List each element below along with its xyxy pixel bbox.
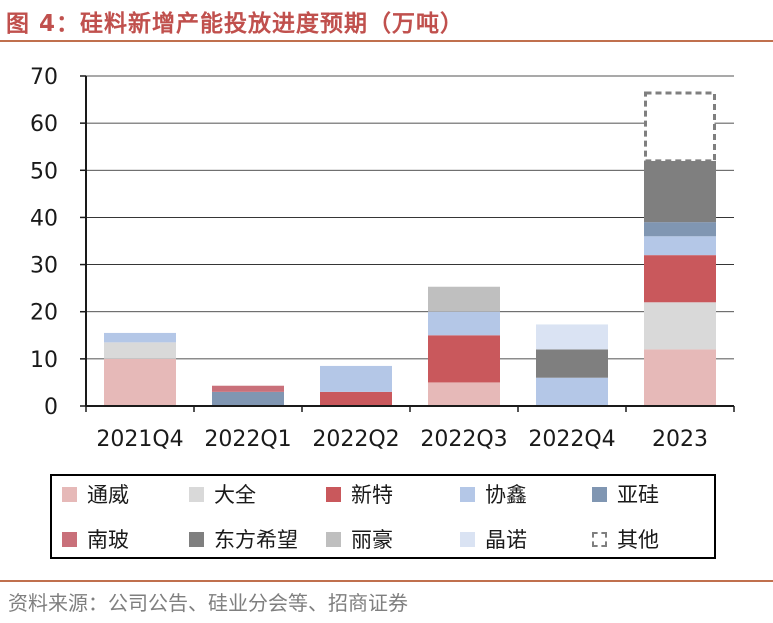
y-tick-label: 0 [44,395,58,420]
legend-swatch [326,531,341,547]
legend-label: 东方希望 [214,528,298,552]
bar-segment-协鑫-2023 [644,236,716,256]
legend-swatch [592,531,607,547]
legend-swatch [189,531,204,547]
bar-segment-亚硅-2023 [644,222,716,237]
grid-layer [86,75,734,360]
legend-label: 晶诺 [485,528,527,552]
axis-layer: 0 10 20 30 40 50 60 70 2021Q4 2022Q1 2022Q2 2022Q3 2… [30,65,735,452]
y-tick-label: 40 [30,206,58,231]
source-divider [0,580,773,582]
figure-title: 图 4：硅料新增产能投放进度预期（万吨） [6,11,465,37]
y-tick-label: 60 [30,112,58,137]
legend-label: 亚硅 [617,483,659,507]
x-tick-label: 2022Q3 [420,427,507,452]
bar-segment-协鑫-2022Q3 [428,311,500,336]
source-note: 资料来源：公司公告、硅业分会等、招商证券 [8,591,408,615]
legend-item-协鑫: 协鑫 [460,480,527,508]
bar-segment-协鑫-2022Q2 [320,365,392,392]
chart-legend: 通威 大全 新特 协鑫 亚硅南玻 东方希望 丽豪 晶诺 其他 [50,474,716,559]
legend-item-大全: 大全 [189,480,256,508]
y-tick-label: 70 [30,65,58,90]
bar-segment-新特-2022Q2 [320,391,392,406]
bar-segment-新特-2022Q3 [428,335,500,383]
bar-segment-亚硅-2022Q1 [212,391,284,406]
y-tick-label: 10 [30,348,58,373]
x-tick-label: 2022Q4 [528,427,615,452]
bar-segment-通威-2023 [644,349,716,406]
legend-swatch [592,486,607,502]
legend-swatch [62,486,77,502]
legend-item-丽豪: 丽豪 [326,525,393,553]
bar-segment-协鑫-2022Q4 [536,377,608,406]
bar-segment-通威-2021Q4 [104,358,176,406]
bar-segment-通威-2022Q3 [428,382,500,406]
x-tick-label: 2022Q1 [204,427,291,452]
x-tick-label: 2023 [652,427,708,452]
legend-swatch [189,486,204,502]
bar-segment-协鑫-2021Q4 [104,332,176,343]
legend-swatch [460,531,475,547]
y-tick-label: 20 [30,301,58,326]
bar-segment-东方希望-2022Q4 [536,349,608,378]
bar-segment-大全-2023 [644,302,716,350]
bar-segment-新特-2023 [644,255,716,303]
bar-segment-大全-2021Q4 [104,342,176,359]
legend-label: 南玻 [87,528,129,552]
legend-item-其他: 其他 [592,525,659,553]
x-tick-label: 2021Q4 [96,427,183,452]
legend-item-晶诺: 晶诺 [460,525,527,553]
bars-layer [104,91,716,406]
y-tick-label: 30 [30,254,58,279]
bar-segment-南玻-2022Q1 [212,385,284,392]
y-tick-label: 50 [30,159,58,184]
legend-label: 协鑫 [485,483,527,507]
title-divider [0,40,773,42]
legend-label: 丽豪 [351,528,393,552]
legend-label: 其他 [617,528,659,552]
legend-item-东方希望: 东方希望 [189,525,298,553]
legend-item-南玻: 南玻 [62,525,129,553]
bar-segment-其他-2023 [644,91,716,163]
stacked-bar-chart: 0 10 20 30 40 50 60 70 2021Q4 2022Q1 2022Q2 2022Q3 2… [30,65,735,452]
x-tick-label: 2022Q2 [312,427,399,452]
legend-item-亚硅: 亚硅 [592,480,659,508]
bar-segment-丽豪-2022Q3 [428,286,500,312]
legend-label: 新特 [351,483,393,507]
legend-swatch [62,531,77,547]
legend-label: 大全 [214,483,256,507]
bar-segment-晶诺-2022Q4 [536,324,608,350]
legend-item-通威: 通威 [62,480,129,508]
bar-segment-东方希望-2023 [644,160,716,223]
legend-swatch [326,486,341,502]
legend-item-新特: 新特 [326,480,393,508]
legend-label: 通威 [87,483,129,507]
legend-swatch [460,486,475,502]
